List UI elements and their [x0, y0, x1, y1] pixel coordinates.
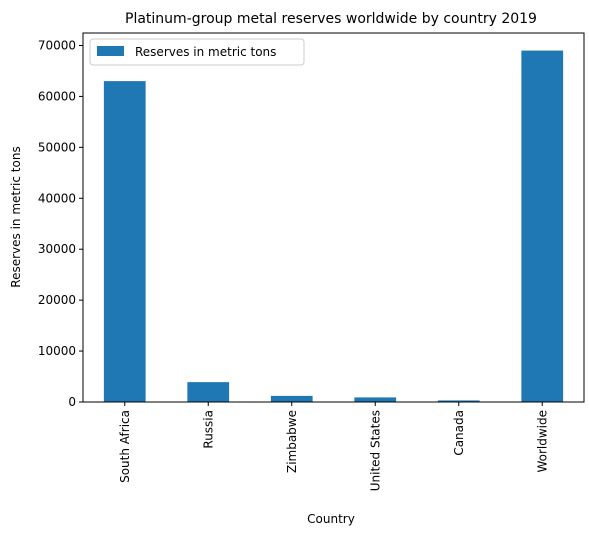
y-tick-label: 50000	[38, 140, 76, 154]
bar-russia	[187, 382, 230, 402]
y-tick-label: 0	[68, 395, 76, 409]
bar-united-states	[354, 397, 397, 402]
legend-box	[89, 38, 305, 66]
bar-canada	[437, 400, 480, 402]
bar-zimbabwe	[270, 395, 313, 402]
plot-frame	[82, 32, 585, 403]
y-tick-label: 60000	[38, 89, 76, 103]
x-tick-label: Russia	[201, 410, 215, 449]
bar-worldwide	[521, 50, 564, 402]
x-tick-label: Canada	[452, 410, 466, 456]
legend-label: Reserves in metric tons	[135, 45, 276, 59]
x-tick-label: United States	[368, 410, 382, 491]
y-tick-label: 30000	[38, 242, 76, 256]
legend: Reserves in metric tons	[89, 38, 305, 66]
y-axis: 0 10000 20000 30000 40000 50000 60000 70000	[38, 38, 83, 409]
y-tick-label: 40000	[38, 191, 76, 205]
bars-group	[103, 50, 564, 402]
chart-title: Platinum-group metal reserves worldwide …	[125, 11, 537, 27]
x-tick-label: South Africa	[118, 410, 132, 483]
x-tick-label: Worldwide	[535, 410, 549, 473]
y-axis-label: Reserves in metric tons	[9, 146, 23, 287]
x-tick-label: Zimbabwe	[285, 410, 299, 473]
x-axis: South Africa Russia Zimbabwe United States C…	[118, 402, 549, 491]
y-tick-label: 20000	[38, 293, 76, 307]
legend-swatch	[97, 46, 124, 56]
y-tick-label: 70000	[38, 38, 76, 52]
y-tick-label: 10000	[38, 344, 76, 358]
bar-south-africa	[103, 81, 146, 402]
x-axis-label: Country	[307, 512, 355, 526]
